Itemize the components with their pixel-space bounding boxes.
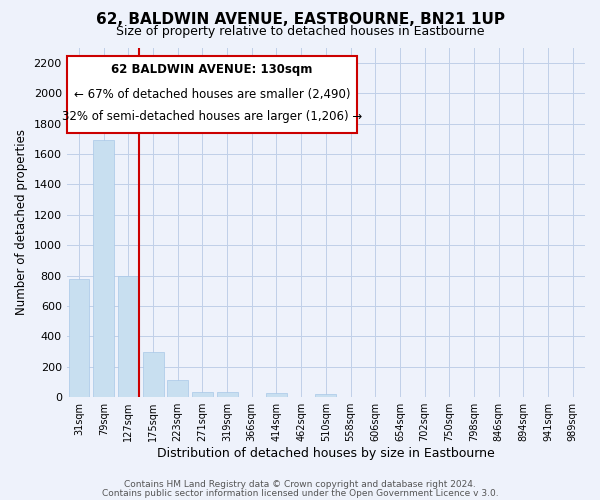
Bar — [143, 352, 164, 397]
Text: Size of property relative to detached houses in Eastbourne: Size of property relative to detached ho… — [116, 25, 484, 38]
Text: ← 67% of detached houses are smaller (2,490): ← 67% of detached houses are smaller (2,… — [74, 88, 350, 101]
Bar — [266, 392, 287, 397]
Text: 32% of semi-detached houses are larger (1,206) →: 32% of semi-detached houses are larger (… — [62, 110, 362, 124]
Text: Contains public sector information licensed under the Open Government Licence v : Contains public sector information licen… — [101, 488, 499, 498]
Text: 62 BALDWIN AVENUE: 130sqm: 62 BALDWIN AVENUE: 130sqm — [111, 63, 313, 76]
Bar — [118, 276, 139, 397]
Text: Contains HM Land Registry data © Crown copyright and database right 2024.: Contains HM Land Registry data © Crown c… — [124, 480, 476, 489]
Bar — [217, 392, 238, 397]
Y-axis label: Number of detached properties: Number of detached properties — [15, 130, 28, 316]
Bar — [316, 394, 337, 397]
X-axis label: Distribution of detached houses by size in Eastbourne: Distribution of detached houses by size … — [157, 447, 495, 460]
Text: 62, BALDWIN AVENUE, EASTBOURNE, BN21 1UP: 62, BALDWIN AVENUE, EASTBOURNE, BN21 1UP — [95, 12, 505, 28]
Bar — [93, 140, 114, 397]
Bar — [167, 380, 188, 397]
Bar — [68, 278, 89, 397]
Bar — [192, 392, 213, 397]
FancyBboxPatch shape — [67, 56, 357, 133]
